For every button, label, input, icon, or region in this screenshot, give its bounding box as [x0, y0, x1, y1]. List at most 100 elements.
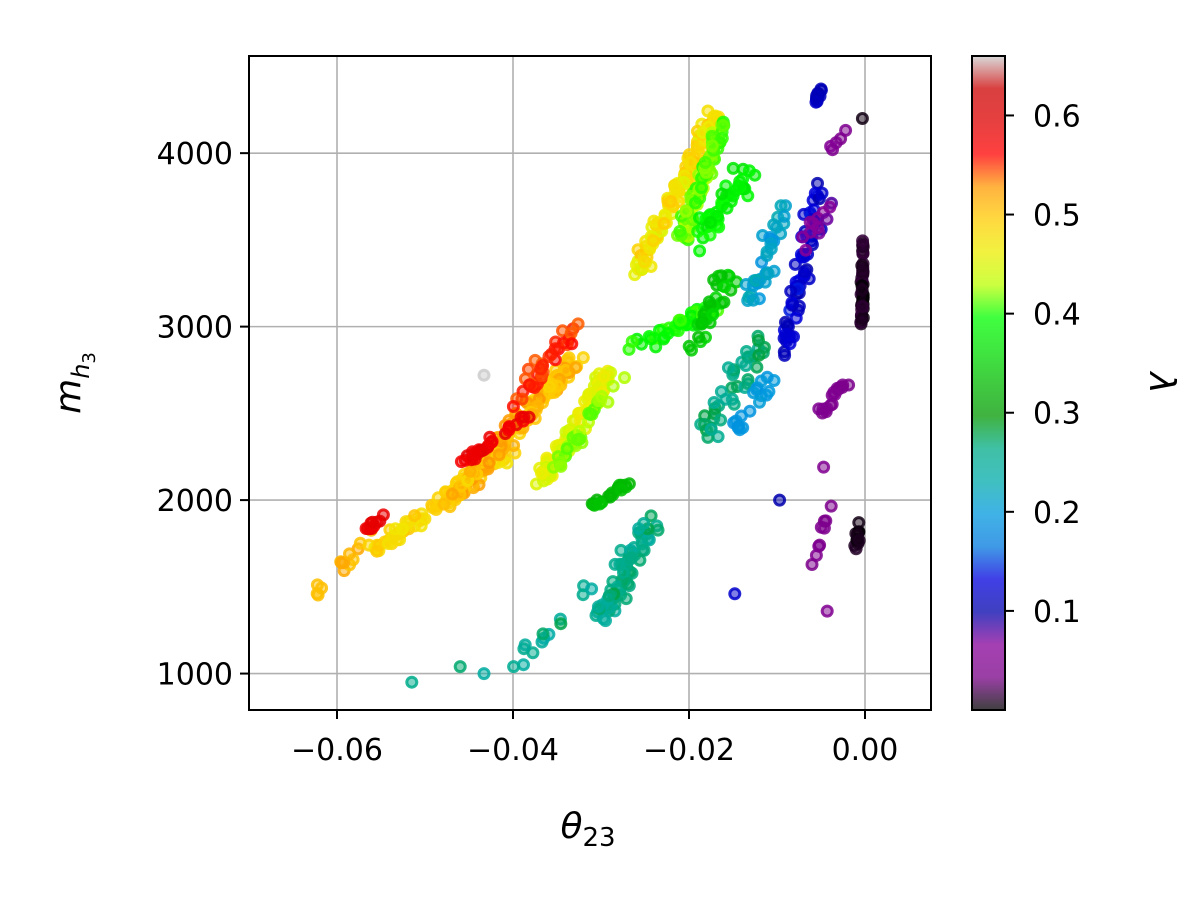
- data-point: [468, 446, 482, 460]
- data-point: [779, 315, 792, 329]
- data-point: [477, 667, 491, 681]
- data-point: [554, 459, 568, 473]
- x-tick-label: −0.04: [467, 733, 559, 768]
- data-point: [517, 658, 530, 672]
- data-point: [599, 614, 612, 628]
- data-point: [445, 487, 459, 501]
- data-point: [778, 348, 792, 362]
- data-point: [855, 112, 869, 125]
- data-point: [571, 317, 585, 331]
- plot-frame: [248, 55, 932, 711]
- data-point: [518, 638, 532, 652]
- data-point: [638, 255, 651, 269]
- data-point: [507, 660, 521, 674]
- y-tick-label: 2000: [157, 484, 233, 519]
- data-point: [739, 359, 753, 372]
- data-point: [651, 523, 665, 537]
- data-point: [707, 396, 721, 409]
- data-point: [747, 386, 761, 400]
- data-point: [703, 228, 717, 242]
- data-point: [817, 460, 831, 474]
- data-point: [742, 164, 756, 178]
- x-axis-label: θ23: [560, 806, 615, 853]
- data-point: [824, 139, 838, 153]
- data-point: [554, 617, 568, 631]
- data-point: [405, 675, 419, 689]
- data-point: [695, 317, 709, 331]
- data-point: [601, 395, 615, 409]
- data-point: [621, 577, 635, 591]
- data-point: [779, 328, 793, 342]
- data-point: [702, 295, 716, 309]
- y-axis-label: mh3: [48, 352, 100, 414]
- data-point: [597, 369, 611, 383]
- data-point: [637, 517, 651, 530]
- data-point: [852, 534, 866, 547]
- colorbar-tick-label: 0.2: [1033, 496, 1081, 531]
- data-point: [774, 199, 788, 213]
- data-point: [560, 442, 574, 456]
- data-point: [820, 212, 834, 226]
- data-point: [856, 300, 870, 314]
- data-point: [492, 448, 506, 462]
- data-point: [310, 587, 324, 601]
- data-point: [565, 337, 579, 351]
- data-point: [824, 499, 838, 513]
- data-point: [719, 392, 733, 406]
- data-point: [536, 627, 550, 641]
- data-point: [852, 516, 866, 530]
- data-point: [731, 420, 745, 434]
- data-point: [824, 398, 838, 412]
- data-point: [684, 156, 698, 170]
- data-point: [506, 400, 520, 413]
- x-tick-label: −0.06: [291, 733, 383, 768]
- data-point: [750, 360, 764, 374]
- data-point: [528, 381, 541, 394]
- data-point: [728, 587, 742, 601]
- data-point: [625, 335, 639, 348]
- data-point: [542, 380, 556, 394]
- data-point: [582, 406, 596, 420]
- y-tick-label: 1000: [157, 658, 233, 693]
- data-point: [535, 466, 548, 480]
- data-point: [679, 204, 693, 218]
- data-point: [753, 395, 766, 409]
- data-point: [721, 361, 735, 375]
- data-point: [823, 200, 837, 214]
- data-point: [809, 548, 823, 562]
- data-point: [704, 215, 717, 229]
- y-tick-label: 4000: [157, 137, 233, 172]
- data-point: [669, 179, 683, 193]
- data-point: [817, 521, 831, 535]
- colorbar-tick-label: 0.1: [1033, 595, 1081, 630]
- data-point: [408, 509, 422, 523]
- data-point: [689, 196, 702, 210]
- data-point: [682, 339, 696, 353]
- data-point: [695, 181, 708, 195]
- data-point: [482, 456, 496, 470]
- colorbar-tick-label: 0.4: [1033, 298, 1081, 333]
- data-point: [644, 509, 658, 523]
- data-point: [576, 588, 590, 602]
- data-point: [674, 313, 687, 327]
- data-point: [335, 556, 348, 570]
- data-point: [647, 214, 661, 228]
- data-point: [705, 139, 719, 153]
- data-point: [373, 514, 387, 528]
- axes-layer: −0.06 −0.04 −0.02 0.00 1000 2000 3000 4000: [157, 137, 899, 768]
- data-point: [815, 186, 829, 200]
- data-point: [712, 269, 725, 283]
- data-point: [673, 224, 687, 238]
- data-point: [706, 308, 720, 322]
- data-point: [591, 600, 605, 614]
- data-point: [716, 119, 730, 133]
- data-point: [644, 332, 658, 346]
- data-point: [692, 330, 706, 344]
- data-point: [746, 293, 760, 307]
- data-point: [777, 209, 791, 223]
- data-point: [390, 533, 404, 547]
- data-point: [343, 547, 356, 561]
- data-point: [761, 267, 775, 280]
- data-point: [463, 464, 477, 478]
